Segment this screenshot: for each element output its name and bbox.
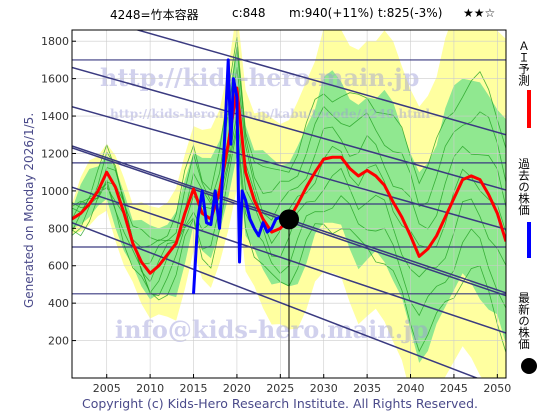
watermark-bottom: info@kids-hero.main.jp (115, 315, 429, 344)
y-tick-label: 1200 (41, 147, 69, 160)
current-price: c:848 (232, 6, 266, 20)
legend-hist-label: 過去の株価 (517, 158, 531, 216)
trend-line (135, 30, 506, 136)
latest-price-marker (279, 209, 299, 230)
y-tick-label: 600 (48, 260, 69, 273)
generated-date: Generated on Monday 2026/1/5. (22, 112, 36, 308)
x-tick-label: 2025 (266, 382, 294, 395)
mid-forecast: m:940(+11%) (289, 6, 374, 20)
y-tick-label: 1400 (41, 110, 69, 123)
x-tick-label: 2030 (310, 382, 338, 395)
legend-latest-swatch (521, 358, 537, 374)
x-tick-label: 2035 (353, 382, 381, 395)
x-axis-ticks: 2005 2010 2015 2020 2025 2030 2035 2040 2045 2050 (93, 374, 511, 395)
trend-line (72, 105, 506, 230)
copyright-footer: Copyright (c) Kids-Hero Research Institu… (81, 396, 479, 411)
legend-latest-label: 最新の株価 (517, 292, 531, 350)
ticker-name: 4248=竹本容器 (110, 8, 199, 22)
y-tick-label: 1000 (41, 185, 69, 198)
trend-line (72, 66, 506, 191)
x-tick-label: 2010 (136, 382, 164, 395)
target-forecast: t:825(-3%) (378, 6, 443, 20)
plot-border (71, 29, 507, 379)
legend-ai-label: ＡＩ予測 (517, 40, 531, 87)
watermark-top: http://kids-hero.main.jp (100, 63, 419, 92)
chart-header: 4248=竹本容器 c:848 m:940(+11%) t:825(-3%) ★… (0, 6, 560, 26)
legend: ＡＩ予測 過去の株価 最新の株価 (517, 40, 537, 374)
x-tick-label: 2045 (440, 382, 468, 395)
y-axis-ticks: 200 400 600 800 1000 1200 1400 1600 1800 (41, 35, 76, 348)
inner-forecast-band (72, 43, 506, 363)
y-tick-label: 400 (48, 297, 69, 310)
x-tick-label: 2050 (483, 382, 511, 395)
star-rating: ★★☆ (463, 6, 496, 20)
y-tick-label: 1600 (41, 73, 69, 86)
x-tick-label: 2040 (397, 382, 425, 395)
x-tick-label: 2005 (93, 382, 121, 395)
x-tick-label: 2015 (180, 382, 208, 395)
simulation-line (72, 36, 506, 242)
y-tick-label: 800 (48, 222, 69, 235)
x-tick-label: 2020 (223, 382, 251, 395)
watermark-mid: http://kids-hero.main.jp/kabu/tocode/424… (110, 107, 430, 121)
historical-price-line (192, 58, 286, 294)
y-tick-label: 200 (48, 335, 69, 348)
y-tick-label: 1800 (41, 35, 69, 48)
